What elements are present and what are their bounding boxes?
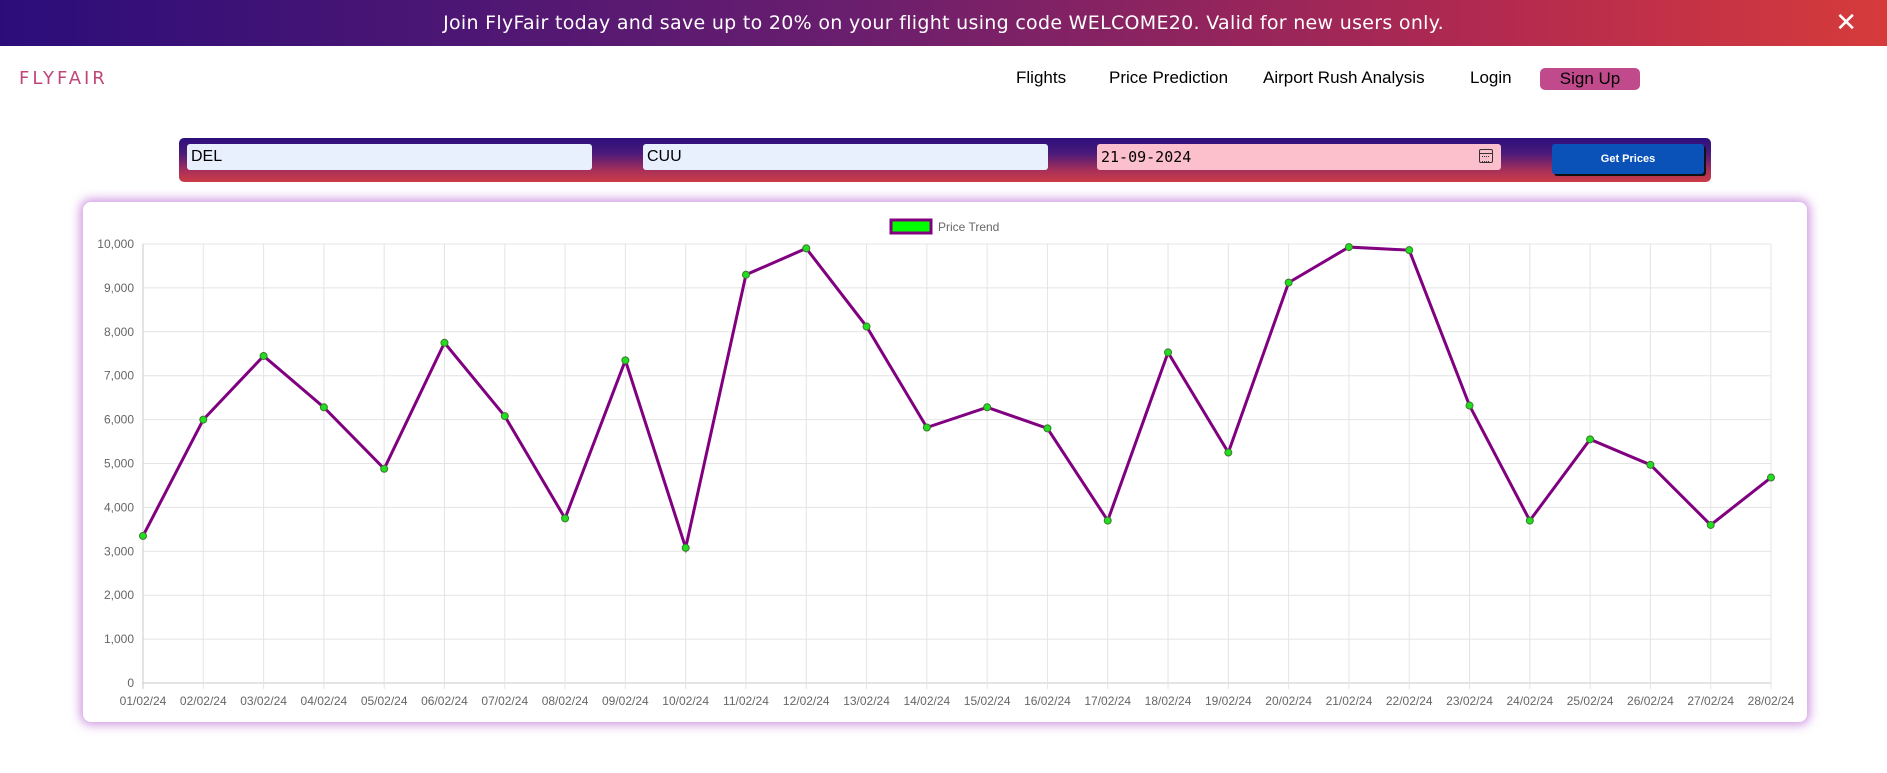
x-tick-label: 21/02/24 xyxy=(1326,694,1373,708)
data-point xyxy=(802,244,811,253)
nav-link-price-prediction[interactable]: Price Prediction xyxy=(1109,68,1229,87)
x-tick-label: 20/02/24 xyxy=(1265,694,1312,708)
data-point xyxy=(1767,473,1775,482)
close-icon[interactable]: ✕ xyxy=(1835,8,1857,38)
promo-banner-text: Join FlyFair today and save up to 20% on… xyxy=(443,12,1444,34)
get-prices-button[interactable]: Get Prices xyxy=(1552,144,1704,174)
data-point xyxy=(380,464,389,473)
data-point xyxy=(1103,516,1112,525)
x-tick-label: 11/02/24 xyxy=(723,694,769,708)
y-tick-label: 4,000 xyxy=(104,500,134,514)
data-point xyxy=(1405,246,1414,255)
data-point xyxy=(561,514,570,523)
data-point xyxy=(1465,401,1474,410)
data-point xyxy=(983,403,992,412)
legend-label: Price Trend xyxy=(938,220,999,234)
signup-button[interactable]: Sign Up xyxy=(1540,68,1640,90)
x-tick-label: 13/02/24 xyxy=(843,694,890,708)
promo-banner: Join FlyFair today and save up to 20% on… xyxy=(0,0,1887,46)
data-point xyxy=(199,415,208,424)
x-tick-label: 26/02/24 xyxy=(1627,694,1674,708)
y-tick-label: 10,000 xyxy=(97,237,134,251)
legend-swatch xyxy=(889,218,933,235)
data-point xyxy=(500,412,509,421)
date-value: 21-09-2024 xyxy=(1101,148,1192,166)
x-tick-label: 03/02/24 xyxy=(240,694,287,708)
x-tick-label: 05/02/24 xyxy=(361,694,408,708)
nav-link-login[interactable]: Login xyxy=(1470,68,1512,87)
x-tick-label: 23/02/24 xyxy=(1446,694,1493,708)
y-tick-label: 0 xyxy=(127,676,134,690)
date-input[interactable]: 21-09-2024 xyxy=(1097,144,1501,170)
y-tick-label: 6,000 xyxy=(104,413,134,427)
x-tick-label: 12/02/24 xyxy=(783,694,830,708)
data-point xyxy=(1043,424,1052,433)
data-point xyxy=(1224,448,1233,457)
y-tick-label: 9,000 xyxy=(104,281,134,295)
calendar-icon[interactable] xyxy=(1479,149,1493,163)
x-tick-label: 08/02/24 xyxy=(542,694,589,708)
price-trend-line xyxy=(141,245,1772,554)
data-point xyxy=(1344,243,1353,252)
data-point xyxy=(1586,435,1595,444)
nav-link-airport-rush-analysis[interactable]: Airport Rush Analysis xyxy=(1263,68,1425,87)
x-tick-label: 22/02/24 xyxy=(1386,694,1433,708)
x-tick-label: 02/02/24 xyxy=(180,694,227,708)
origin-input[interactable]: DEL xyxy=(187,144,592,170)
x-tick-label: 16/02/24 xyxy=(1024,694,1071,708)
x-tick-label: 17/02/24 xyxy=(1084,694,1131,708)
data-point xyxy=(681,543,690,552)
y-tick-label: 3,000 xyxy=(104,544,134,558)
data-point xyxy=(440,338,449,347)
x-tick-label: 15/02/24 xyxy=(964,694,1011,708)
x-tick-label: 10/02/24 xyxy=(662,694,709,708)
data-point xyxy=(1646,460,1655,469)
data-point xyxy=(741,270,750,279)
x-tick-label: 27/02/24 xyxy=(1687,694,1734,708)
data-point xyxy=(862,322,871,331)
x-tick-label: 19/02/24 xyxy=(1205,694,1252,708)
data-point xyxy=(1706,520,1715,529)
price-chart-card: 0 1,000 2,000 3,000 4,000 5,000 6,000 7,000 8,00… xyxy=(83,202,1807,722)
x-tick-label: 06/02/24 xyxy=(421,694,468,708)
nav-link-flights[interactable]: Flights xyxy=(1016,68,1067,87)
x-tick-label: 25/02/24 xyxy=(1567,694,1614,708)
x-tick-label: 04/02/24 xyxy=(301,694,348,708)
y-tick-label: 7,000 xyxy=(104,369,134,383)
x-tick-label: 09/02/24 xyxy=(602,694,649,708)
x-tick-label: 01/02/24 xyxy=(120,694,167,708)
y-tick-label: 1,000 xyxy=(104,632,134,646)
y-tick-label: 2,000 xyxy=(104,588,134,602)
x-tick-label: 14/02/24 xyxy=(903,694,950,708)
data-point xyxy=(922,423,931,432)
y-tick-label: 8,000 xyxy=(104,325,134,339)
data-point xyxy=(259,351,268,360)
y-tick-label: 5,000 xyxy=(104,457,134,471)
data-point xyxy=(621,356,630,365)
x-tick-label: 28/02/24 xyxy=(1748,694,1795,708)
data-point xyxy=(139,531,147,540)
navbar: FLYFAIR Flights Price Prediction Airport… xyxy=(0,46,1887,112)
data-point xyxy=(1164,348,1173,357)
data-point xyxy=(319,403,328,412)
logo[interactable]: FLYFAIR xyxy=(19,68,108,89)
data-point xyxy=(1284,278,1293,287)
data-point xyxy=(1525,516,1534,525)
destination-input[interactable]: CUU xyxy=(643,144,1048,170)
x-tick-label: 18/02/24 xyxy=(1145,694,1192,708)
price-trend-chart: 0 1,000 2,000 3,000 4,000 5,000 6,000 7,000 8,00… xyxy=(97,218,1795,708)
x-tick-label: 07/02/24 xyxy=(481,694,528,708)
search-bar: DEL CUU 21-09-2024 Get Prices xyxy=(179,138,1711,182)
x-tick-label: 24/02/24 xyxy=(1506,694,1553,708)
